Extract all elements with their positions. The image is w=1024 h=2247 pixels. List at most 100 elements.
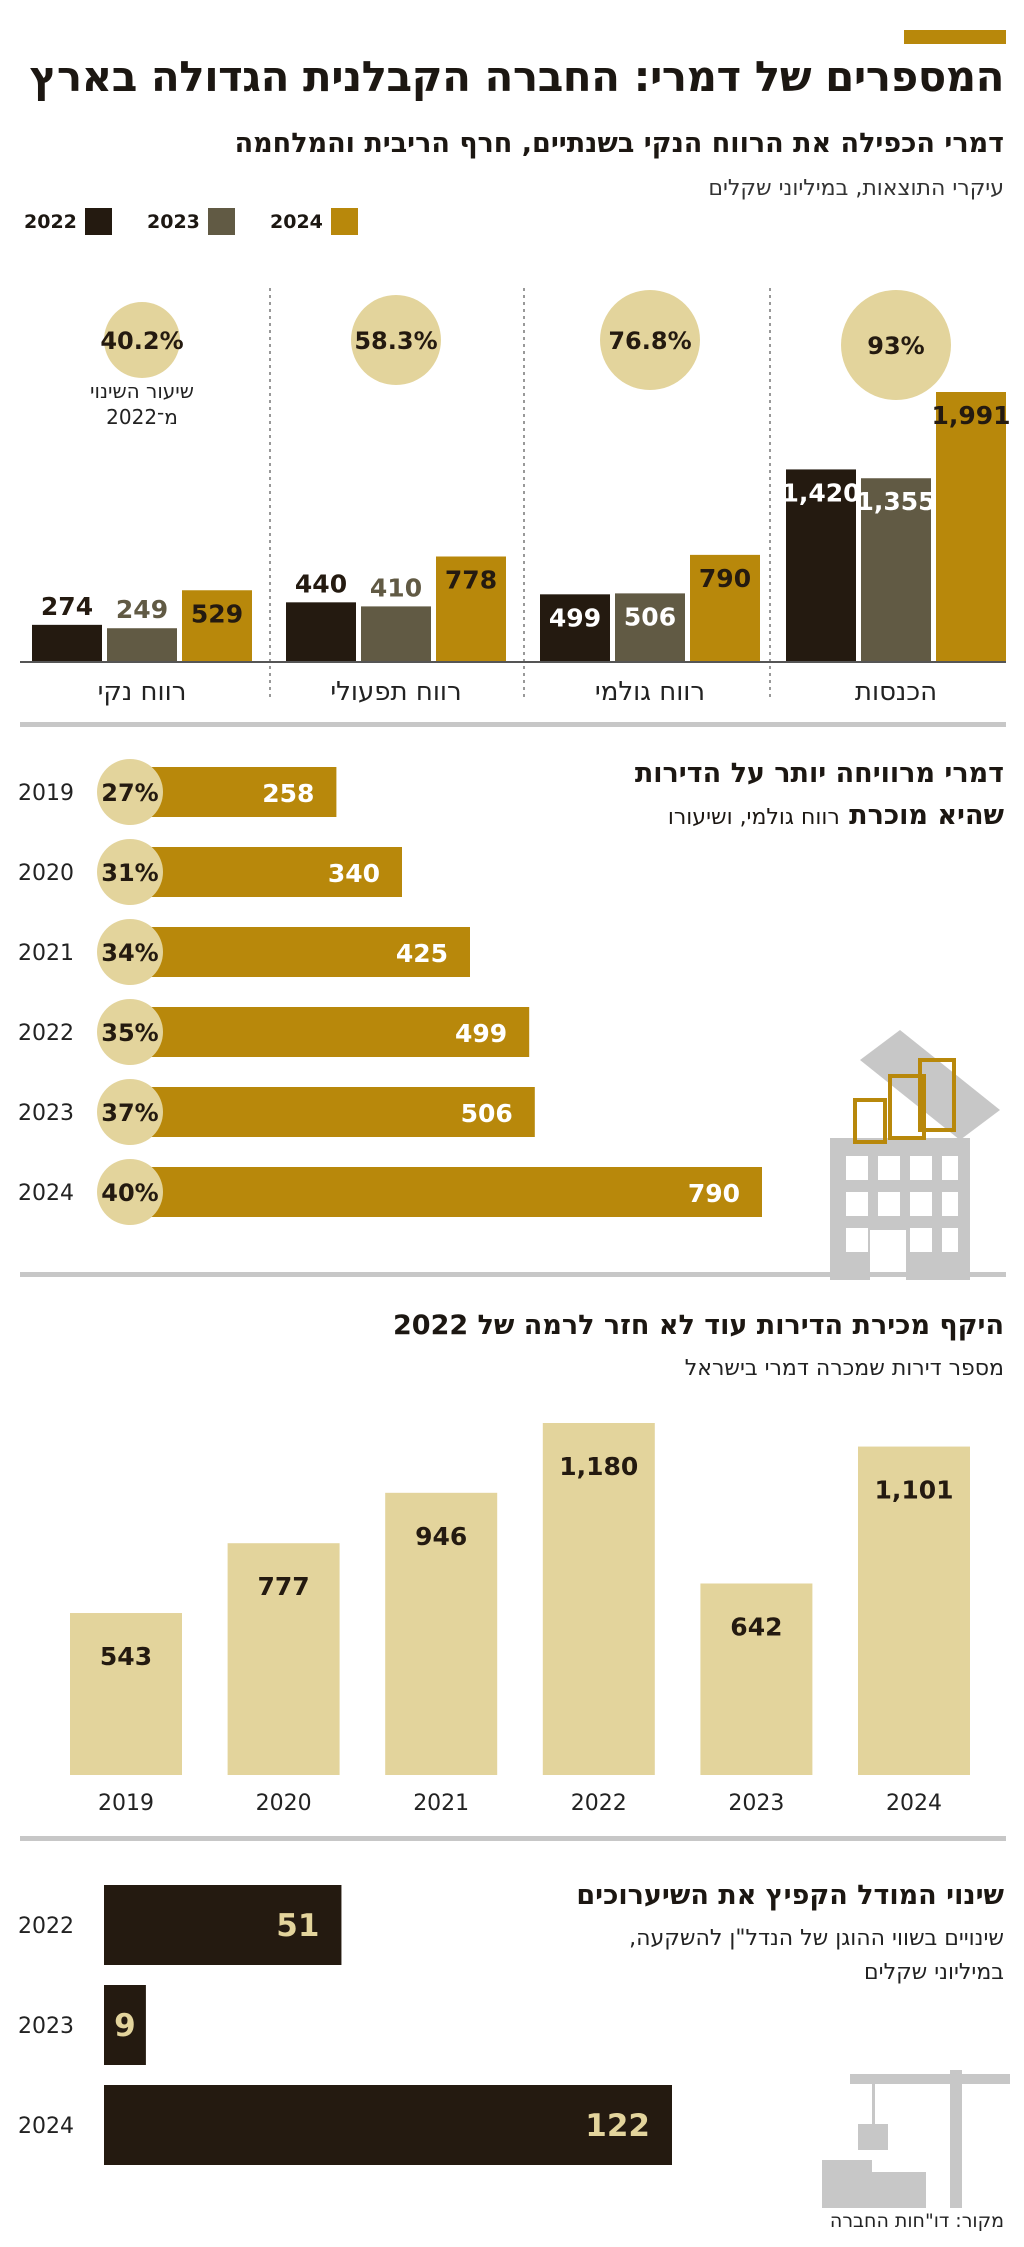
apartments-bar <box>227 1543 340 1775</box>
percent-label: 34% <box>101 939 158 967</box>
percent-circle <box>97 759 163 825</box>
year-label: 2021 <box>18 941 74 966</box>
bar-value-label: 1,420 <box>781 478 860 507</box>
year-label: 2023 <box>18 1101 74 1126</box>
year-label: 2021 <box>413 1791 469 1816</box>
apartments-sold-chart: 543 2019 777 2020 946 2021 1,180 2022 642 2023 1,1… <box>70 1423 970 1816</box>
bar-value-label: 529 <box>191 599 243 628</box>
apartments-bar <box>700 1583 813 1775</box>
revaluation-bar <box>104 2085 672 2165</box>
banknote-icon <box>888 1074 926 1140</box>
apartments-value-label: 642 <box>730 1612 782 1641</box>
profit-value-label: 340 <box>328 859 380 888</box>
category-label: רווח גולמי <box>595 677 705 707</box>
separator <box>20 1836 1006 1841</box>
building-illustration-icon <box>830 1030 1000 1280</box>
year-label: 2022 <box>18 1914 74 1939</box>
chart1-caption: עיקרי התוצאות, במיליוני שקלים <box>708 176 1004 201</box>
bar-2024 <box>182 590 252 662</box>
percent-circle <box>97 1079 163 1145</box>
year-label: 2024 <box>18 1181 74 1206</box>
year-label: 2023 <box>18 2014 74 2039</box>
change-circle <box>600 290 700 390</box>
year-label: 2024 <box>18 2114 74 2139</box>
chart4-caption-line1: שינויים בשווי ההוגן של הנדל"ן להשקעה, <box>629 1926 1004 1951</box>
profit-value-label: 499 <box>455 1019 507 1048</box>
chart2-title-line2-text: שהיא מוכרת <box>849 800 1004 831</box>
bar-value-label: 790 <box>699 564 751 593</box>
profit-bar <box>130 767 337 817</box>
legend-label: 2023 <box>147 210 200 233</box>
category-label: הכנסות <box>855 677 937 707</box>
apartments-bar <box>858 1446 970 1775</box>
bar-value-label: 1,991 <box>931 401 1010 430</box>
year-label: 2023 <box>728 1791 784 1816</box>
legend-label: 2022 <box>24 210 77 233</box>
profit-bar <box>130 927 470 977</box>
bar-value-label: 778 <box>445 565 497 594</box>
banknote-icon <box>853 1098 887 1144</box>
percent-circle <box>97 919 163 985</box>
change-label: 93% <box>867 332 924 360</box>
chart1-title: דמרי הכפילה את הרווח הנקי בשנתיים, חרף ה… <box>234 128 1004 159</box>
bar-2023 <box>107 628 177 662</box>
percent-circle <box>97 999 163 1065</box>
source-note: מקור: דו"חות החברה <box>829 2210 1004 2232</box>
year-label: 2022 <box>571 1791 627 1816</box>
gross-profit-chart: 258 27% 2019 340 31% 2020 425 34% 2021 499 35% 2022… <box>18 759 762 1225</box>
separator <box>20 722 1006 727</box>
legend-item-2022: 2022 <box>24 208 112 235</box>
apartments-bar <box>542 1423 655 1775</box>
bar-2022 <box>540 594 610 662</box>
crane-illustration-icon <box>822 2070 1010 2208</box>
change-circle <box>104 302 180 378</box>
revaluation-value-label: 9 <box>114 2008 136 2044</box>
profit-value-label: 425 <box>396 939 448 968</box>
chart2-caption: רווח גולמי, ושיעורו <box>667 805 840 830</box>
profit-bar <box>130 847 402 897</box>
bar-value-label: 1,355 <box>856 487 935 516</box>
change-label: 58.3% <box>354 327 437 355</box>
profit-value-label: 506 <box>461 1099 513 1128</box>
legend-swatch <box>330 208 358 235</box>
profit-value-label: 790 <box>688 1179 740 1208</box>
apartments-value-label: 1,101 <box>874 1476 953 1505</box>
year-label: 2020 <box>18 861 74 886</box>
bar-value-label: 499 <box>549 603 601 632</box>
banknote-icon <box>918 1058 956 1132</box>
revaluation-bar <box>104 1885 342 1965</box>
profit-bar <box>130 1007 530 1057</box>
separator <box>20 1272 1006 1277</box>
bar-2024 <box>936 392 1006 662</box>
profit-bar <box>130 1087 535 1137</box>
change-label: 76.8% <box>608 327 691 355</box>
percent-circle <box>97 839 163 905</box>
legend-swatch <box>207 208 235 235</box>
percent-label: 35% <box>101 1019 158 1047</box>
revaluation-bar <box>104 1985 146 2065</box>
legend-swatch <box>84 208 112 235</box>
chart4-title: שינוי המודל הקפיץ את השיערוכים <box>576 1880 1004 1911</box>
revaluation-value-label: 51 <box>276 1908 319 1944</box>
year-label: 2019 <box>98 1791 154 1816</box>
chart2-title-line1: דמרי מרוויחה יותר על הדירות <box>634 758 1004 789</box>
apartments-value-label: 777 <box>258 1572 310 1601</box>
bar-2022 <box>786 469 856 662</box>
category-label: רווח תפעולי <box>330 677 461 707</box>
apartments-value-label: 543 <box>100 1642 152 1671</box>
bar-2023 <box>361 606 431 662</box>
legend-item-2023: 2023 <box>147 208 235 235</box>
bar-2022 <box>32 624 102 662</box>
chart3-caption: מספר דירות שמכרה דמרי בישראל <box>684 1356 1004 1381</box>
category-label: רווח נקי <box>98 677 187 707</box>
building-roof-shape <box>860 1030 1000 1140</box>
year-label: 2022 <box>18 1021 74 1046</box>
legend-label: 2024 <box>270 210 323 233</box>
year-label: 2020 <box>256 1791 312 1816</box>
apartments-value-label: 946 <box>415 1522 467 1551</box>
bar-value-label: 506 <box>624 602 676 631</box>
bar-2024 <box>690 554 760 662</box>
bar-2022 <box>286 602 356 662</box>
legend-item-2024: 2024 <box>270 208 358 235</box>
